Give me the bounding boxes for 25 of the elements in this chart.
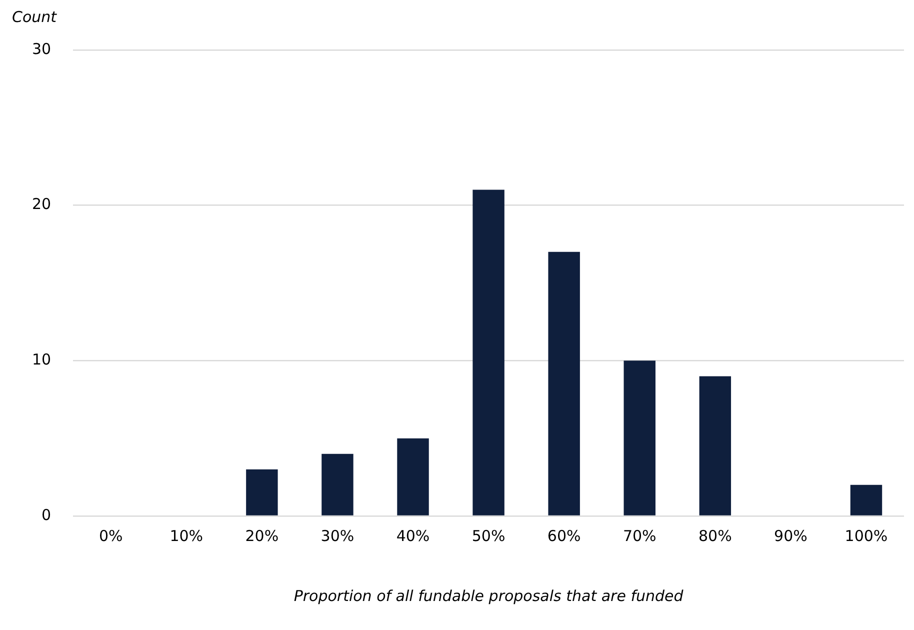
y-axis-title: Count: [12, 8, 58, 26]
bar: [548, 252, 580, 516]
y-tick-label: 10: [32, 350, 52, 369]
x-tick-label: 30%: [320, 526, 354, 545]
bar: [699, 376, 732, 516]
bar: [246, 469, 278, 516]
x-axis-title: Proportion of all fundable proposals that are funded: [294, 586, 684, 605]
x-tick-label: 0%: [98, 526, 123, 545]
x-tick-label: 100%: [844, 526, 888, 545]
bar: [322, 454, 354, 516]
bar: [472, 190, 504, 516]
x-tick-label: 80%: [698, 526, 732, 545]
x-tick-label: 90%: [774, 526, 808, 545]
bar: [850, 484, 882, 516]
x-tick-label: 20%: [245, 526, 279, 545]
y-tick-label: 0: [42, 506, 52, 524]
x-tick-label: 70%: [622, 526, 656, 545]
x-tick-label: 50%: [472, 526, 506, 545]
bar: [624, 360, 656, 516]
bar: [397, 438, 429, 516]
x-tick-label: 40%: [396, 526, 430, 545]
x-tick-label: 60%: [547, 526, 581, 545]
x-tick-label: 10%: [170, 526, 204, 545]
y-tick-label: 20: [32, 195, 52, 214]
y-tick-label: 30: [32, 40, 52, 58]
